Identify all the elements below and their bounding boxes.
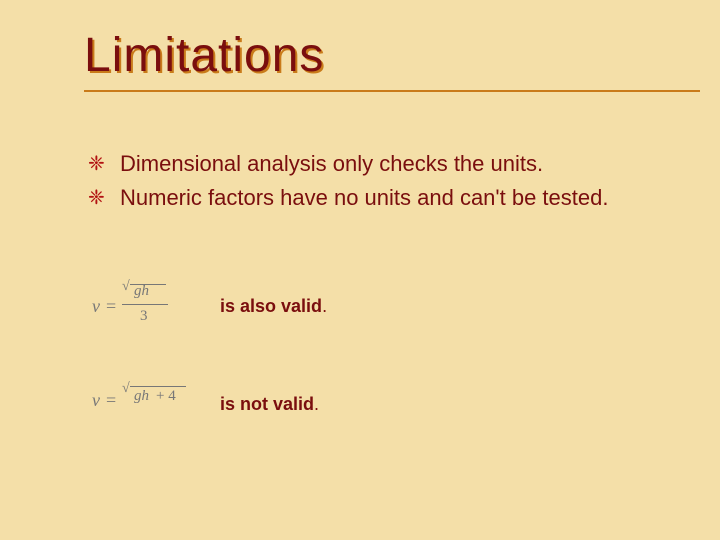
equation-formula-2: v= √ gh+ 4 — [92, 380, 212, 428]
equation-row: v= √ gh 3 is also valid. — [92, 282, 327, 330]
bullet-text: Dimensional analysis only checks the uni… — [120, 150, 543, 178]
slide-title: Limitations Limitations — [84, 28, 324, 83]
equation-label: is not valid. — [220, 394, 319, 415]
bullet-item: ❈ Numeric factors have no units and can'… — [88, 184, 608, 212]
equation-label: is also valid. — [220, 296, 327, 317]
title-main: Limitations — [84, 29, 324, 82]
title-underline — [84, 90, 700, 92]
equation-label-suffix: . — [322, 296, 327, 316]
equation-formula-1: v= √ gh 3 — [92, 282, 212, 330]
bullet-item: ❈ Dimensional analysis only checks the u… — [88, 150, 608, 178]
equation-label-bold: is not valid — [220, 394, 314, 414]
equation-row: v= √ gh+ 4 is not valid. — [92, 380, 319, 428]
equation-label-bold: is also valid — [220, 296, 322, 316]
equation-label-suffix: . — [314, 394, 319, 414]
bullet-icon: ❈ — [88, 150, 106, 178]
bullet-list: ❈ Dimensional analysis only checks the u… — [88, 150, 608, 218]
bullet-icon: ❈ — [88, 184, 106, 212]
bullet-text: Numeric factors have no units and can't … — [120, 184, 608, 212]
